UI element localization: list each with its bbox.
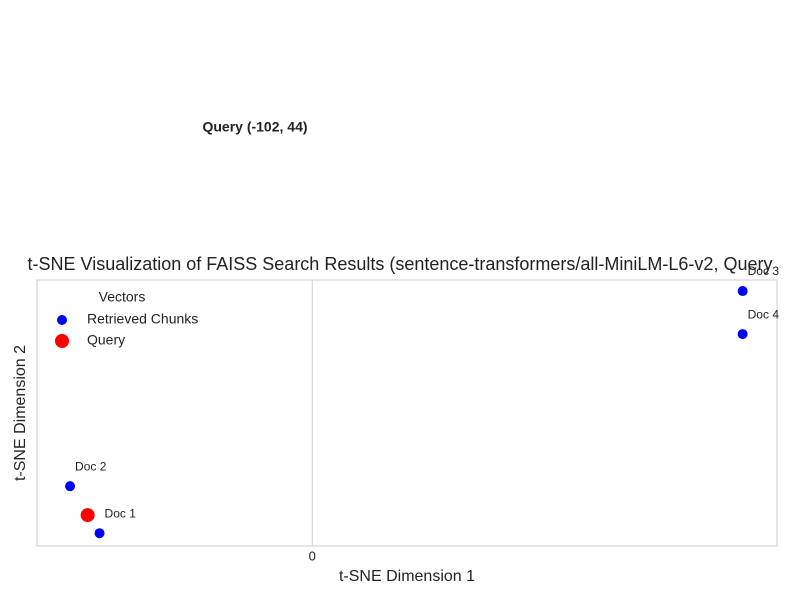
- y-axis-label: t-SNE Dimension 2: [12, 345, 29, 481]
- point: [94, 528, 105, 539]
- point-label: Doc 4: [748, 307, 780, 321]
- point: [80, 508, 95, 523]
- legend-marker: [55, 334, 69, 348]
- annotation: Query (-102, 44): [202, 119, 307, 135]
- legend-label: Retrieved Chunks: [87, 311, 198, 327]
- point-label: Doc 2: [75, 459, 107, 473]
- point-label: Doc 1: [105, 506, 137, 520]
- point-label: Doc 3: [748, 264, 780, 278]
- x-tick-label: 0: [309, 548, 316, 563]
- legend-title: Vectors: [99, 289, 146, 305]
- legend-label: Query: [87, 332, 125, 348]
- x-axis-label: t-SNE Dimension 1: [339, 568, 475, 585]
- chart-title: t-SNE Visualization of FAISS Search Resu…: [28, 254, 773, 274]
- point: [737, 286, 748, 297]
- legend-marker: [57, 315, 67, 325]
- plot-frame: [36, 279, 778, 547]
- point: [737, 329, 748, 340]
- point: [65, 481, 76, 492]
